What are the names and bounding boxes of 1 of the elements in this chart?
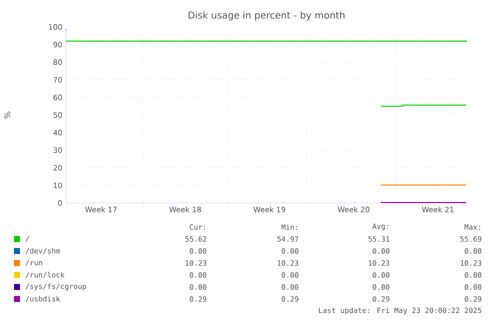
chart-title: Disk usage in percent - by month	[188, 11, 344, 20]
